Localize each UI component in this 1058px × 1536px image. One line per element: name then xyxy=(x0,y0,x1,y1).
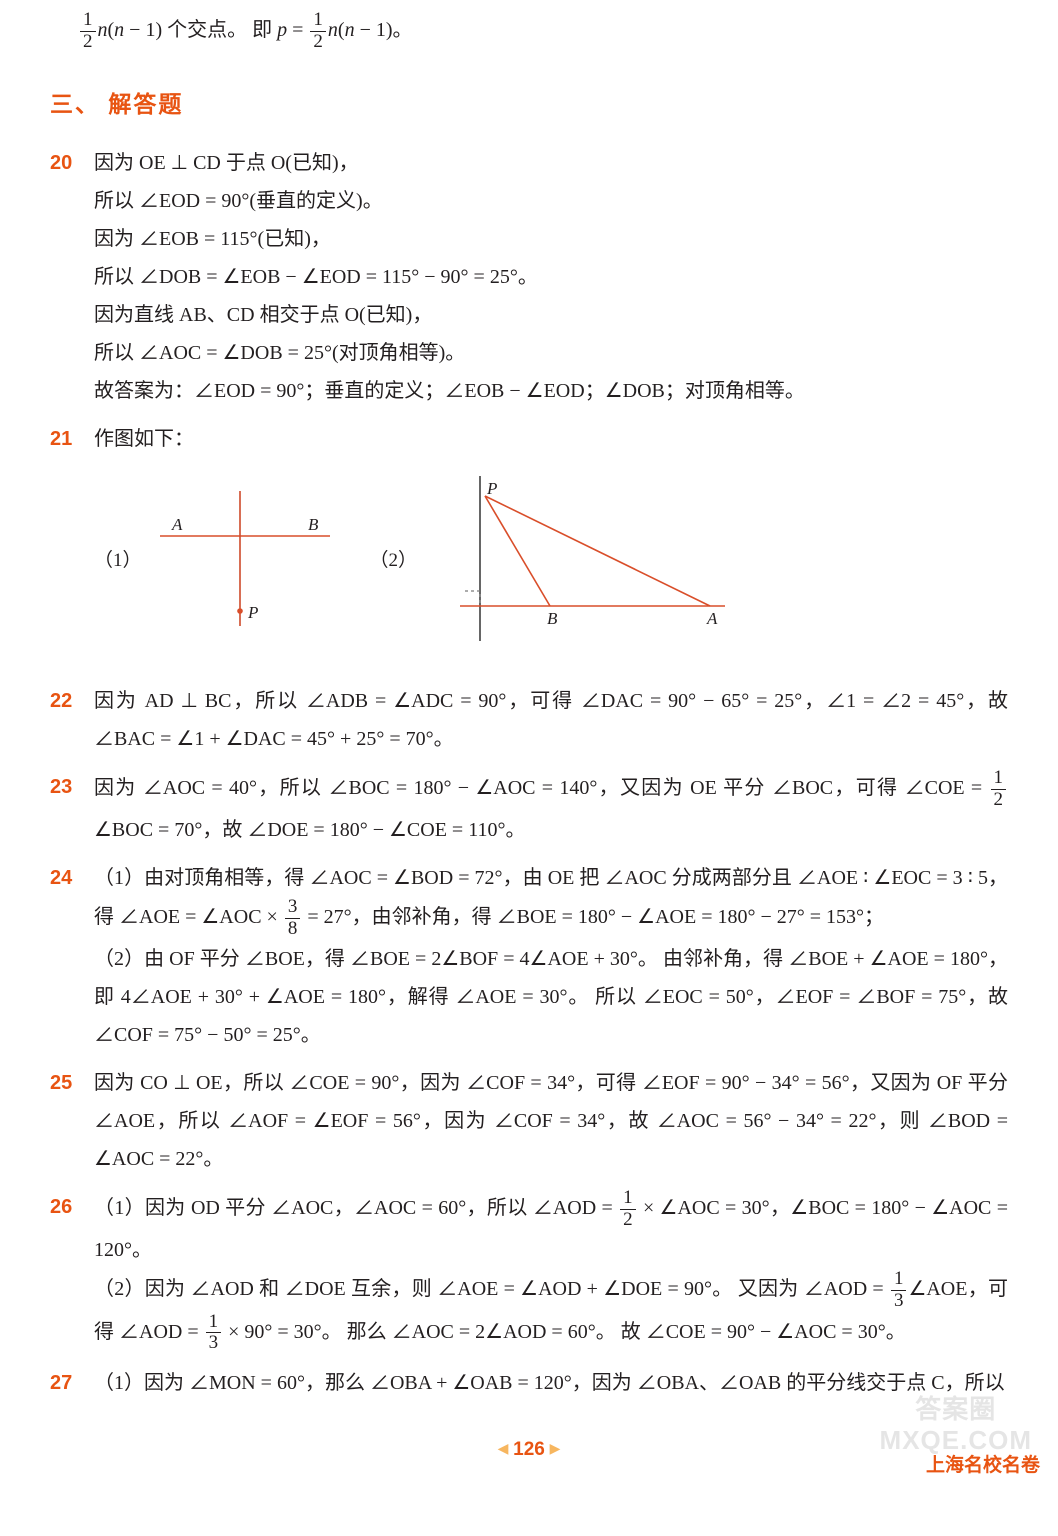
svg-text:P: P xyxy=(486,479,497,498)
line: 因为 ∠EOB = 115°(已知)， xyxy=(94,220,1008,258)
line: 所以 ∠AOC = ∠DOB = 25°(对顶角相等)。 xyxy=(94,334,1008,372)
page: 12n(n − 1) 个交点。 即 p = 12n(n − 1)。 三、 解答题… xyxy=(0,0,1058,1498)
line: 所以 ∠DOB = ∠EOB − ∠EOD = 115° − 90° = 25°… xyxy=(94,258,1008,296)
line: 所以 ∠EOD = 90°(垂直的定义)。 xyxy=(94,182,1008,220)
problem-23: 23 因为 ∠AOC = 40°，所以 ∠BOC = 180° − ∠AOC =… xyxy=(50,768,1008,849)
fraction: 13 xyxy=(891,1269,907,1312)
problem-25: 25 因为 CO ⊥ OE，所以 ∠COE = 90°，因为 ∠COF = 34… xyxy=(50,1064,1008,1178)
page-number: 126 xyxy=(513,1439,545,1460)
line: （1）因为 OD 平分 ∠AOC，∠AOC = 60°，所以 ∠AOD = 12… xyxy=(94,1188,1008,1269)
triangle-left-icon: ◀ xyxy=(498,1442,509,1457)
problem-number: 27 xyxy=(50,1364,94,1402)
problem-21: 21 作图如下： （1） A B P （2） xyxy=(50,420,1008,672)
problem-text: （1）因为 OD 平分 ∠AOC，∠AOC = 60°，所以 ∠AOD = 12… xyxy=(94,1188,1008,1354)
problem-number: 23 xyxy=(50,768,94,849)
svg-text:P: P xyxy=(247,603,258,622)
page-footer: ◀ 126 ▶ xyxy=(50,1432,1008,1468)
problem-number: 26 xyxy=(50,1188,94,1354)
svg-text:A: A xyxy=(171,515,183,534)
fraction: 12 xyxy=(80,10,96,53)
problem-text: （1）因为 ∠MON = 60°，那么 ∠OBA + ∠OAB = 120°，因… xyxy=(94,1364,1008,1402)
fraction: 38 xyxy=(285,897,301,940)
problem-number: 24 xyxy=(50,859,94,1054)
watermark: 答案圈 MXQE.COM xyxy=(880,1394,1032,1456)
diagram-2: P B A xyxy=(425,476,745,646)
fraction: 12 xyxy=(620,1188,636,1231)
problem-number: 21 xyxy=(50,420,94,672)
line: （1）由对顶角相等，得 ∠AOC = ∠BOD = 72°，由 OE 把 ∠AO… xyxy=(94,859,1008,940)
problem-text: （1）由对顶角相等，得 ∠AOC = ∠BOD = 72°，由 OE 把 ∠AO… xyxy=(94,859,1008,1054)
problem-number: 20 xyxy=(50,144,94,410)
svg-text:A: A xyxy=(706,609,718,628)
line: 故答案为：∠EOD = 90°；垂直的定义；∠EOB − ∠EOD；∠DOB；对… xyxy=(94,372,1008,410)
diagram-label-2: （2） xyxy=(370,543,418,579)
svg-text:B: B xyxy=(308,515,319,534)
svg-text:B: B xyxy=(547,609,558,628)
fraction: 13 xyxy=(206,1312,222,1355)
problem-20: 20 因为 OE ⊥ CD 于点 O(已知)， 所以 ∠EOD = 90°(垂直… xyxy=(50,144,1008,410)
section-title: 三、 解答题 xyxy=(50,83,1008,127)
problem-22: 22 因为 AD ⊥ BC，所以 ∠ADB = ∠ADC = 90°，可得 ∠D… xyxy=(50,682,1008,758)
line: 作图如下： xyxy=(94,420,1008,458)
fraction: 12 xyxy=(310,10,326,53)
problem-24: 24 （1）由对顶角相等，得 ∠AOC = ∠BOD = 72°，由 OE 把 … xyxy=(50,859,1008,1054)
diagram-1: A B P xyxy=(150,486,340,636)
fraction: 12 xyxy=(991,768,1007,811)
problem-text: 因为 ∠AOC = 40°，所以 ∠BOC = 180° − ∠AOC = 14… xyxy=(94,768,1008,849)
diagram-label-1: （1） xyxy=(94,543,142,579)
problem-27: 27 （1）因为 ∠MON = 60°，那么 ∠OBA + ∠OAB = 120… xyxy=(50,1364,1008,1402)
problem-text: 因为 OE ⊥ CD 于点 O(已知)， 所以 ∠EOD = 90°(垂直的定义… xyxy=(94,144,1008,410)
problem-19-tail: 12n(n − 1) 个交点。 即 p = 12n(n − 1)。 xyxy=(78,10,1008,53)
problem-text: 因为 AD ⊥ BC，所以 ∠ADB = ∠ADC = 90°，可得 ∠DAC … xyxy=(94,682,1008,758)
problem-text: 作图如下： （1） A B P （2） xyxy=(94,420,1008,672)
text: 个交点。 即 xyxy=(162,19,277,41)
line: 因为 OE ⊥ CD 于点 O(已知)， xyxy=(94,144,1008,182)
problem-26: 26 （1）因为 OD 平分 ∠AOC，∠AOC = 60°，所以 ∠AOD =… xyxy=(50,1188,1008,1354)
problem-number: 25 xyxy=(50,1064,94,1178)
line: 因为直线 AB、CD 相交于点 O(已知)， xyxy=(94,296,1008,334)
problem-number: 22 xyxy=(50,682,94,758)
diagram-row: （1） A B P （2） P B xyxy=(94,476,1008,646)
problem-text: 因为 CO ⊥ OE，所以 ∠COE = 90°，因为 ∠COF = 34°，可… xyxy=(94,1064,1008,1178)
triangle-right-icon: ▶ xyxy=(550,1442,561,1457)
line: （2）由 OF 平分 ∠BOE，得 ∠BOE = 2∠BOF = 4∠AOE +… xyxy=(94,940,1008,1054)
line: （2）因为 ∠AOD 和 ∠DOE 互余，则 ∠AOE = ∠AOD + ∠DO… xyxy=(94,1269,1008,1355)
brand-label: 上海名校名卷 xyxy=(926,1448,1040,1484)
watermark-line: 答案圈 xyxy=(880,1394,1032,1425)
